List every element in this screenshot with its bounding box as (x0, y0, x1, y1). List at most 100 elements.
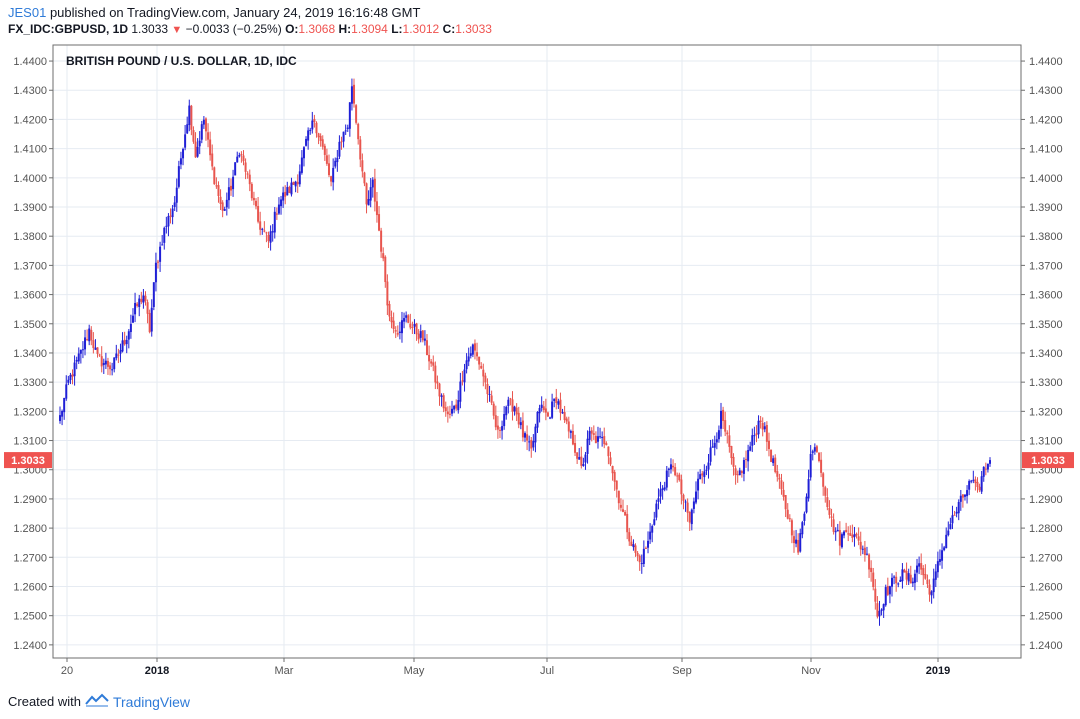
candle-body (142, 295, 145, 303)
candle (826, 488, 829, 511)
candle-body (182, 149, 185, 159)
candle (972, 470, 975, 484)
candle-body (265, 232, 268, 234)
candle-body (263, 230, 266, 232)
candle-body (847, 533, 850, 535)
candle (780, 473, 783, 495)
y-tick-label: 1.3100 (13, 436, 47, 448)
candle (861, 545, 864, 555)
candle-body (61, 410, 64, 417)
candle (367, 190, 370, 206)
y-tick-label: 1.2900 (1029, 494, 1063, 506)
candle (546, 411, 549, 417)
candle (488, 385, 491, 402)
candle (357, 122, 360, 145)
candle (223, 206, 226, 212)
candle-body (524, 433, 526, 438)
candle (92, 332, 95, 354)
candle (534, 423, 537, 453)
candle (194, 132, 197, 158)
candle (968, 479, 971, 496)
candle (96, 347, 99, 358)
candle-body (363, 172, 366, 184)
candle-body (943, 547, 946, 551)
candle (947, 521, 950, 537)
candle (726, 430, 729, 444)
candle (403, 312, 406, 329)
candle-body (240, 153, 243, 155)
candle (394, 326, 397, 339)
candle (774, 454, 777, 474)
candle-body (211, 153, 214, 167)
x-tick-label: 2018 (145, 665, 169, 677)
candle-body (715, 439, 718, 443)
candle-body (932, 578, 935, 593)
tradingview-link[interactable]: TradingView (112, 693, 191, 710)
candle (167, 213, 170, 237)
tradingview-logo-icon[interactable] (85, 693, 109, 710)
candle (453, 404, 456, 414)
candle (590, 427, 593, 442)
candle (434, 361, 437, 390)
candle-body (444, 407, 447, 412)
candle (897, 582, 900, 588)
candle-body (317, 133, 320, 138)
candle-body (490, 395, 493, 403)
candle (784, 494, 787, 518)
candle-body (911, 581, 914, 584)
candle-body (373, 178, 376, 202)
candle (974, 476, 977, 491)
candle-body (968, 481, 971, 490)
candle-body (626, 513, 629, 533)
candle-body (453, 406, 456, 410)
candle (473, 339, 476, 360)
candle-body (148, 312, 151, 333)
candle-body (471, 344, 474, 355)
candle-body (938, 559, 941, 562)
candle (976, 477, 979, 493)
candle-body (815, 446, 818, 452)
candle (955, 506, 958, 518)
candle (603, 427, 606, 449)
candle (565, 416, 568, 425)
candle-body (307, 130, 310, 141)
candle-body (357, 123, 360, 140)
publish-line: JES01 published on TradingView.com, Janu… (8, 5, 420, 20)
candle-body (582, 463, 585, 467)
candle-body (672, 465, 675, 468)
candle-body (951, 515, 954, 524)
candle (202, 116, 205, 129)
candle (872, 567, 875, 591)
candle (265, 231, 268, 243)
candle-body (949, 524, 952, 530)
candle (551, 393, 554, 420)
candle (584, 451, 587, 470)
candle-body (934, 571, 937, 580)
candle-body (127, 331, 130, 340)
candle-body (196, 146, 199, 157)
candle (215, 177, 218, 189)
candle (580, 446, 583, 469)
candle-body (916, 565, 919, 573)
candle (941, 543, 944, 569)
candle (129, 314, 132, 339)
candle (355, 104, 358, 125)
candle (882, 603, 885, 619)
candle-body (728, 435, 731, 447)
candle (611, 465, 614, 481)
candle-body (394, 330, 397, 332)
author-link[interactable]: JES01 (8, 5, 47, 20)
candle-body (907, 573, 910, 582)
x-axis: 20 2018 Mar May Jul Sep Nov 2019 (61, 658, 950, 677)
candle (432, 355, 435, 372)
candle (363, 171, 366, 187)
candle (934, 564, 937, 588)
candle-body (492, 403, 495, 416)
candle (582, 457, 585, 467)
candle-body (976, 481, 979, 488)
candle-body (242, 155, 245, 162)
candle-body (246, 173, 249, 175)
candle (186, 116, 189, 135)
candle-body (286, 187, 289, 196)
